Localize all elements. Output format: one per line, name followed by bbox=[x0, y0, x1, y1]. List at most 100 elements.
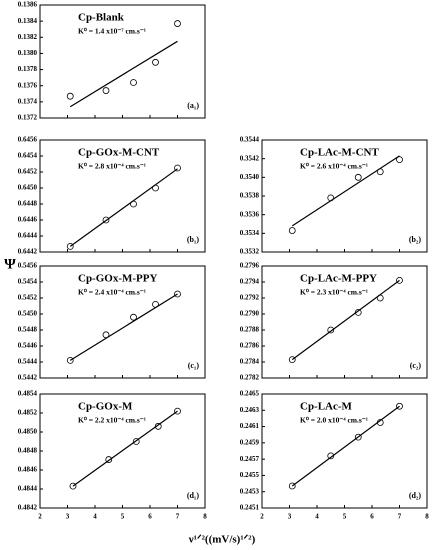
y-tick-label: 0.2457 bbox=[240, 455, 260, 463]
rate-constant: K⁰ = 2.8 x10⁻⁴ cm.s⁻¹ bbox=[78, 162, 146, 171]
panel-label: (c₁) bbox=[188, 361, 200, 370]
y-tick-label: 0.6452 bbox=[18, 168, 38, 176]
y-tick-label: 0.3534 bbox=[240, 229, 260, 237]
data-point bbox=[102, 216, 110, 224]
y-tick-label: 0.3532 bbox=[240, 248, 260, 256]
data-point bbox=[376, 419, 384, 426]
y-tick-label: 0.4842 bbox=[18, 504, 38, 512]
y-tick-label: 0.6444 bbox=[18, 232, 38, 240]
x-tick-label: 4 bbox=[315, 513, 319, 521]
data-point bbox=[66, 242, 74, 250]
y-tick-label: 0.6456 bbox=[18, 136, 38, 144]
y-tick-label: 0.2794 bbox=[240, 278, 260, 286]
y-tick-label: 0.6446 bbox=[18, 216, 38, 224]
data-point bbox=[130, 313, 137, 321]
data-point bbox=[354, 308, 362, 316]
data-point bbox=[174, 290, 181, 298]
data-point bbox=[354, 433, 362, 441]
data-point bbox=[152, 184, 159, 192]
data-point bbox=[396, 276, 403, 284]
y-tick-label: 0.5444 bbox=[18, 358, 38, 366]
panel-title: Cp-GOx-M bbox=[78, 401, 133, 413]
y-tick-label: 0.2782 bbox=[240, 374, 260, 382]
panel-label: (a₁) bbox=[187, 101, 199, 110]
y-tick-label: 0.1374 bbox=[18, 97, 38, 105]
x-axis-label: ν¹ᐟ²((mV/s)¹ᐟ²) bbox=[188, 534, 256, 546]
y-tick-label: 0.5448 bbox=[18, 326, 38, 334]
x-tick-label: 5 bbox=[343, 513, 347, 521]
panel-title: Cp-LAc-M bbox=[300, 401, 353, 413]
panel-label: (c₂) bbox=[410, 361, 422, 370]
data-point bbox=[354, 173, 362, 181]
data-point bbox=[152, 300, 159, 308]
y-tick-label: 0.4850 bbox=[18, 428, 38, 436]
x-tick-label: 5 bbox=[121, 513, 125, 521]
data-point bbox=[327, 194, 335, 202]
fit-line bbox=[69, 168, 178, 247]
y-tick-label: 0.5442 bbox=[18, 374, 38, 382]
y-tick-label: 0.6442 bbox=[18, 248, 38, 256]
y-tick-label: 0.1384 bbox=[18, 17, 38, 25]
y-tick-label: 0.3540 bbox=[240, 173, 260, 181]
data-point bbox=[327, 326, 335, 334]
y-tick-label: 0.4844 bbox=[18, 485, 38, 493]
x-tick-label: 7 bbox=[176, 513, 180, 521]
x-tick-label: 4 bbox=[93, 513, 97, 521]
y-tick-label: 0.2451 bbox=[240, 504, 260, 512]
data-point bbox=[154, 422, 162, 430]
rate-constant: K⁰ = 2.3 x10⁻⁴ cm.s⁻¹ bbox=[300, 288, 368, 297]
rate-constant: K⁰ = 2.2 x10⁻⁴ cm.s⁻¹ bbox=[78, 416, 146, 425]
fit-line bbox=[291, 279, 400, 361]
y-tick-label: 0.6454 bbox=[18, 152, 38, 160]
data-point bbox=[132, 438, 140, 445]
fit-line bbox=[69, 293, 178, 361]
panel-title: Cp-GOx-M-PPY bbox=[78, 273, 157, 285]
y-tick-label: 0.2463 bbox=[240, 406, 260, 414]
data-point bbox=[288, 482, 296, 490]
y-tick-label: 0.3542 bbox=[240, 154, 260, 162]
y-tick-label: 0.3536 bbox=[240, 210, 260, 218]
y-tick-label: 0.2461 bbox=[240, 422, 260, 430]
data-point bbox=[174, 407, 181, 415]
data-point bbox=[105, 456, 113, 463]
y-tick-label: 0.2459 bbox=[240, 438, 260, 446]
data-point bbox=[102, 87, 110, 94]
panel-title: Cp-Blank bbox=[78, 12, 125, 24]
x-tick-label: 7 bbox=[398, 513, 402, 521]
data-point bbox=[152, 58, 159, 66]
data-point bbox=[130, 200, 137, 208]
x-tick-label: 2 bbox=[260, 513, 264, 521]
y-tick-label: 0.2788 bbox=[240, 326, 260, 334]
data-point bbox=[102, 331, 110, 339]
panel-title: Cp-LAc-M-PPY bbox=[300, 273, 377, 285]
panel-title: Cp-LAc-M-CNT bbox=[300, 147, 379, 159]
panel-label: (d₂) bbox=[409, 491, 422, 500]
fit-line bbox=[69, 40, 178, 108]
rate-constant: K⁰ = 2.6 x10⁻⁴ cm.s⁻¹ bbox=[300, 162, 368, 171]
rate-constant: K⁰ = 2.4 x10⁻⁴ cm.s⁻¹ bbox=[78, 288, 146, 297]
data-point bbox=[69, 482, 77, 490]
y-tick-label: 0.5452 bbox=[18, 294, 38, 302]
y-tick-label: 0.2796 bbox=[240, 262, 260, 270]
y-tick-label: 0.2786 bbox=[240, 342, 260, 350]
x-tick-label: 3 bbox=[66, 513, 70, 521]
y-tick-label: 0.2453 bbox=[240, 487, 260, 495]
x-tick-label: 6 bbox=[370, 513, 374, 521]
y-tick-label: 0.5454 bbox=[18, 278, 38, 286]
data-point bbox=[376, 168, 384, 176]
y-tick-label: 0.2455 bbox=[240, 471, 260, 479]
y-tick-label: 0.2465 bbox=[240, 390, 260, 398]
y-tick-label: 0.5456 bbox=[18, 262, 38, 270]
y-tick-label: 0.4846 bbox=[18, 466, 38, 474]
panel-label: (b₁) bbox=[187, 235, 200, 244]
fit-line bbox=[291, 155, 400, 227]
y-tick-label: 0.1372 bbox=[18, 114, 38, 122]
data-point bbox=[66, 356, 74, 364]
data-point bbox=[288, 356, 296, 364]
data-point bbox=[396, 156, 403, 164]
y-tick-label: 0.6448 bbox=[18, 200, 38, 208]
y-tick-label: 0.1386 bbox=[18, 1, 38, 9]
data-point bbox=[327, 452, 335, 460]
data-point bbox=[130, 79, 137, 86]
